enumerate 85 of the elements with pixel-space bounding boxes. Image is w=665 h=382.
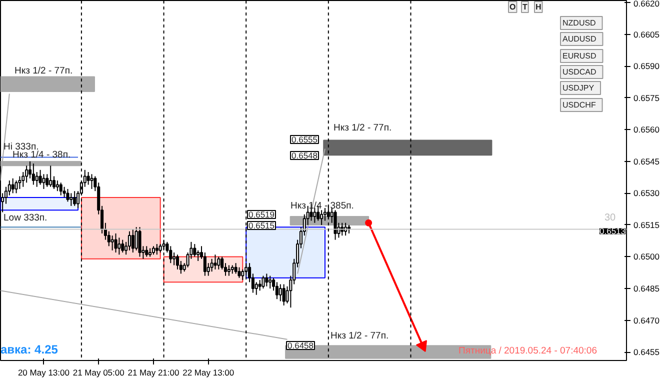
candlestick [128, 230, 131, 251]
annotation: USDJPY [562, 84, 595, 92]
candlestick [42, 174, 46, 190]
y-tick-label: 0.6545 [634, 156, 660, 166]
candlestick [134, 226, 138, 251]
candlestick [11, 178, 14, 194]
candlestick [56, 180, 59, 192]
y-tick-label: 0.6620 [634, 0, 660, 8]
annotation: 0.6548 [292, 150, 318, 160]
candlestick [35, 172, 38, 188]
candlestick [258, 280, 262, 292]
candlestick [313, 208, 316, 224]
candlestick [121, 239, 124, 253]
candlestick [275, 282, 278, 300]
y-tick-label: 0.6455 [634, 347, 660, 358]
y-tick-label: 0.6485 [634, 284, 660, 294]
candlestick [66, 188, 70, 202]
annotation: USDCHF [562, 100, 596, 110]
annotation: 0.6519 [248, 210, 275, 220]
candlestick [210, 258, 214, 272]
candlestick [32, 163, 35, 186]
candlestick [217, 256, 220, 270]
candlestick [59, 182, 62, 196]
ref-line-label: 0.6513 [600, 226, 626, 236]
candlestick [25, 165, 28, 184]
candlestick [282, 284, 286, 306]
candlestick [145, 246, 148, 258]
annotation: Нкз 1/2 - 77п. [330, 330, 389, 342]
y-tick-label: 0.6605 [634, 29, 660, 40]
candlestick [131, 228, 134, 253]
candlestick [18, 176, 22, 190]
x-tick-label: 21 May 21:00 [128, 368, 180, 378]
candlestick [114, 232, 118, 253]
candlestick [49, 165, 52, 188]
candlestick [138, 226, 142, 258]
candlestick [118, 237, 121, 256]
candlestick [214, 254, 217, 270]
annotation: 30 [604, 212, 616, 224]
x-tick-label: 21 May 05:00 [72, 368, 125, 378]
candlestick [265, 273, 268, 287]
candlestick [176, 254, 180, 270]
annotation: NZDUSD [562, 18, 596, 28]
annotation: Low 333п. [4, 212, 48, 224]
candlestick [193, 244, 196, 258]
y-tick-label: 0.6470 [634, 315, 660, 326]
annotation: Нкз 1/2 - 77п. [14, 66, 73, 76]
candlestick [234, 262, 238, 274]
x-tick-label: 20 May 13:00 [18, 368, 70, 378]
annotation: 0.6555 [292, 134, 318, 144]
candlestick [70, 192, 73, 206]
candlestick [227, 264, 230, 276]
y-tick-label: 0.6560 [634, 124, 660, 135]
candlestick [172, 252, 176, 266]
candlestick [86, 172, 90, 186]
annotation: T [522, 2, 528, 12]
annotation: AUDUSD [562, 34, 597, 44]
x-tick-label: 22 May 13:00 [182, 368, 234, 378]
candlestick [268, 275, 272, 289]
candlestick [169, 246, 172, 264]
y-tick-label: 0.6515 [634, 220, 660, 230]
candlestick [73, 190, 76, 206]
candlestick [14, 180, 18, 194]
y-tick-label: 0.6590 [634, 61, 660, 72]
candlestick [334, 210, 337, 240]
annotation: USDCAD [562, 68, 597, 76]
y-tick-label: 0.6530 [634, 188, 660, 198]
y-tick-label: 0.6575 [634, 92, 660, 103]
candlestick [38, 169, 42, 186]
candlestick [110, 235, 114, 251]
annotation: EURUSD [562, 52, 597, 60]
candlestick [262, 275, 265, 289]
annotation: 0.6458 [288, 340, 314, 350]
candlestick [320, 210, 324, 226]
candlestick [254, 282, 258, 296]
annotation: H [536, 2, 542, 12]
candlestick [196, 250, 200, 262]
candlestick [238, 266, 241, 278]
candlestick [90, 174, 94, 190]
candlestick [62, 186, 66, 198]
candlestick [155, 244, 158, 256]
annotation: Нкз 1/2 - 77п. [334, 122, 392, 134]
y-tick-label: 0.6500 [634, 252, 660, 262]
annotation: 0.6515 [248, 220, 275, 230]
annotation: O [510, 2, 516, 12]
candlestick [278, 284, 282, 302]
